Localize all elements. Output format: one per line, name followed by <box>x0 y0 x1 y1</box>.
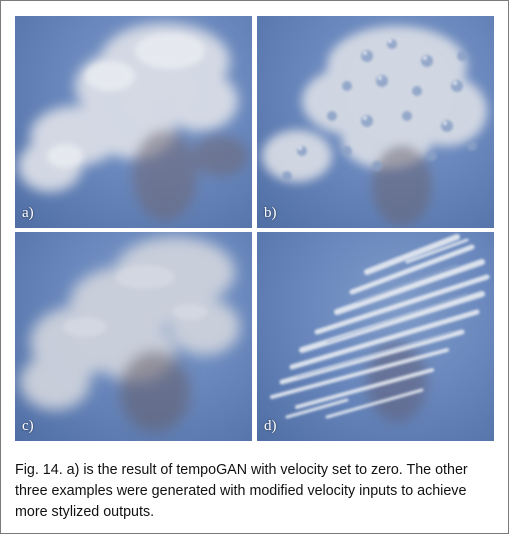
caption-text: a) is the result of tempoGAN with veloci… <box>15 462 468 520</box>
panel-c-label: c) <box>22 418 34 434</box>
smoke-d-render <box>270 234 490 422</box>
smoke-b-render <box>262 26 487 226</box>
smoke-a-render <box>18 23 248 221</box>
panel-a-label: a) <box>22 205 34 221</box>
panel-d-label: d) <box>264 418 277 434</box>
panel-c-image: c) <box>15 232 252 441</box>
panel-d-image: d) <box>257 232 494 441</box>
smoke-c-render <box>20 237 240 432</box>
caption-label: Fig. 14. <box>15 462 63 478</box>
panel-b-label: b) <box>264 205 277 221</box>
panel-b-image: b) <box>257 16 494 228</box>
panel-a-image: a) <box>15 16 252 228</box>
figure-caption: Fig. 14. a) is the result of tempoGAN wi… <box>15 460 495 523</box>
